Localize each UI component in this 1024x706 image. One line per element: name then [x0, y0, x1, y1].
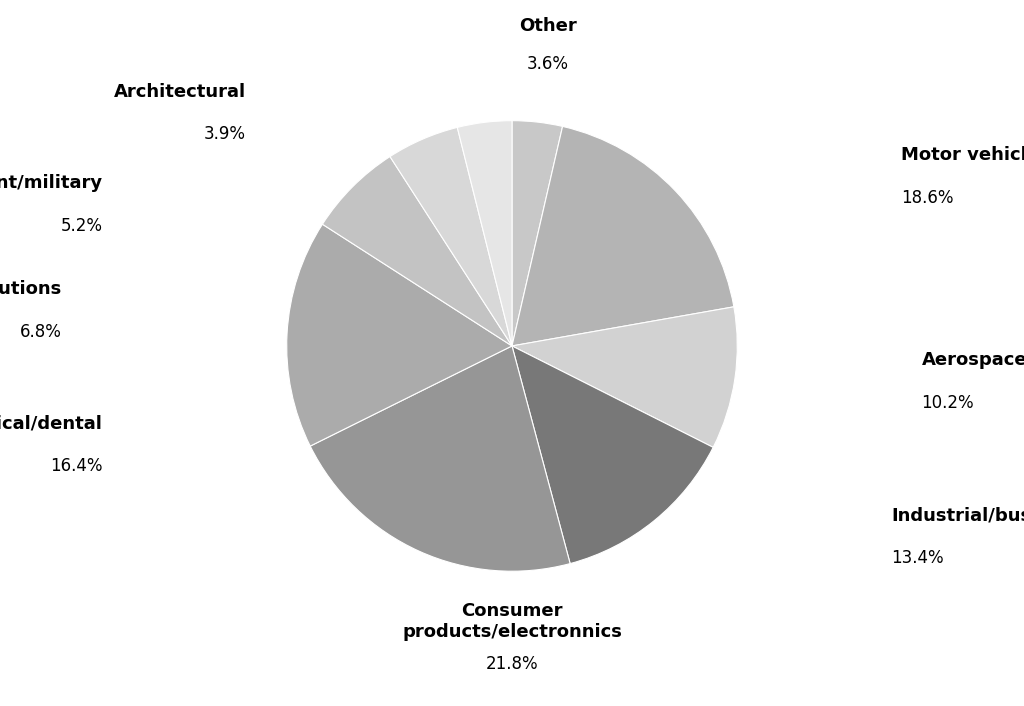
- Text: 3.6%: 3.6%: [526, 55, 569, 73]
- Text: 21.8%: 21.8%: [485, 655, 539, 673]
- Text: Medical/dental: Medical/dental: [0, 414, 102, 432]
- Wedge shape: [512, 346, 713, 563]
- Text: 6.8%: 6.8%: [19, 323, 61, 341]
- Text: 16.4%: 16.4%: [50, 457, 102, 475]
- Wedge shape: [323, 157, 512, 346]
- Text: 10.2%: 10.2%: [922, 393, 974, 412]
- Wedge shape: [390, 127, 512, 346]
- Text: 5.2%: 5.2%: [60, 217, 102, 235]
- Text: 13.4%: 13.4%: [891, 549, 943, 567]
- Wedge shape: [287, 225, 512, 446]
- Text: Consumer
products/electronnics: Consumer products/electronnics: [402, 602, 622, 641]
- Wedge shape: [512, 307, 737, 448]
- Text: Government/military: Government/military: [0, 174, 102, 193]
- Wedge shape: [458, 121, 512, 346]
- Text: Other: Other: [519, 17, 577, 35]
- Text: 3.9%: 3.9%: [204, 125, 246, 143]
- Wedge shape: [512, 126, 734, 346]
- Wedge shape: [512, 121, 562, 346]
- Text: Industrial/business: Industrial/business: [891, 506, 1024, 524]
- Text: Architectural: Architectural: [114, 83, 246, 100]
- Text: Academic institutions: Academic institutions: [0, 280, 61, 298]
- Wedge shape: [310, 346, 570, 571]
- Text: 18.6%: 18.6%: [901, 189, 953, 207]
- Text: Motor vehicles: Motor vehicles: [901, 146, 1024, 164]
- Text: Aerospace: Aerospace: [922, 351, 1024, 369]
